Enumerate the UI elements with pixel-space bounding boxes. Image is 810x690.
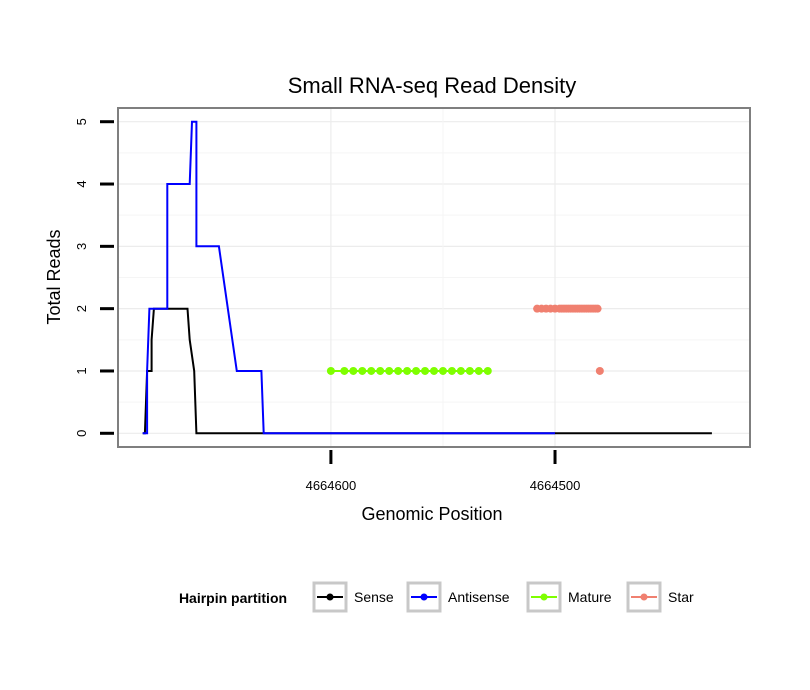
- y-tick-label: 2: [74, 305, 89, 312]
- legend-key-point-antisense: [420, 593, 428, 601]
- data-point-mature: [349, 366, 358, 375]
- data-point-mature: [483, 366, 492, 375]
- legend-key-point-sense: [326, 593, 334, 601]
- data-point-mature: [403, 366, 412, 375]
- x-tick-label: 4664600: [306, 478, 357, 493]
- legend: Hairpin partition Sense Antisense Mature St…: [179, 581, 694, 613]
- legend-label-mature: Mature: [568, 589, 612, 605]
- legend-key-point-star: [640, 593, 648, 601]
- data-point-mature: [456, 366, 465, 375]
- data-point-mature: [421, 366, 430, 375]
- y-tick-label: 1: [74, 367, 89, 374]
- chart-title: Small RNA-seq Read Density: [288, 73, 577, 98]
- data-point-mature: [430, 366, 438, 375]
- data-point-mature: [394, 366, 403, 375]
- data-point-mature: [447, 366, 456, 375]
- series-line-antisense: [142, 120, 555, 435]
- data-point-mature: [474, 366, 483, 375]
- data-point-star: [593, 304, 602, 313]
- data-point-mature: [412, 366, 421, 375]
- y-tick-label: 3: [74, 243, 89, 250]
- data-point-mature: [326, 366, 335, 375]
- series-points: [326, 304, 604, 375]
- x-axis-label: Genomic Position: [361, 504, 502, 524]
- data-point-mature: [376, 366, 385, 375]
- data-point-mature: [438, 366, 447, 375]
- y-tick-label: 5: [74, 118, 89, 125]
- legend-key-point-mature: [540, 593, 548, 601]
- data-point-mature: [340, 366, 349, 375]
- legend-label-antisense: Antisense: [448, 589, 510, 605]
- x-axis-ticks: 4664600 4664500: [306, 450, 581, 493]
- x-tick-label: 4664500: [530, 478, 581, 493]
- data-point-mature: [367, 366, 376, 375]
- y-tick-label: 0: [74, 430, 89, 437]
- data-point-mature: [358, 366, 367, 375]
- legend-title: Hairpin partition: [179, 590, 287, 606]
- legend-label-sense: Sense: [354, 589, 394, 605]
- plot-border: [117, 107, 751, 448]
- y-axis-label: Total Reads: [44, 229, 64, 324]
- data-point-star: [595, 366, 604, 375]
- data-point-mature: [465, 366, 474, 375]
- data-point-mature: [385, 366, 394, 375]
- y-axis-ticks: 0 1 2 3 4 5: [74, 118, 114, 437]
- legend-label-star: Star: [668, 589, 694, 605]
- y-tick-label: 4: [74, 180, 89, 187]
